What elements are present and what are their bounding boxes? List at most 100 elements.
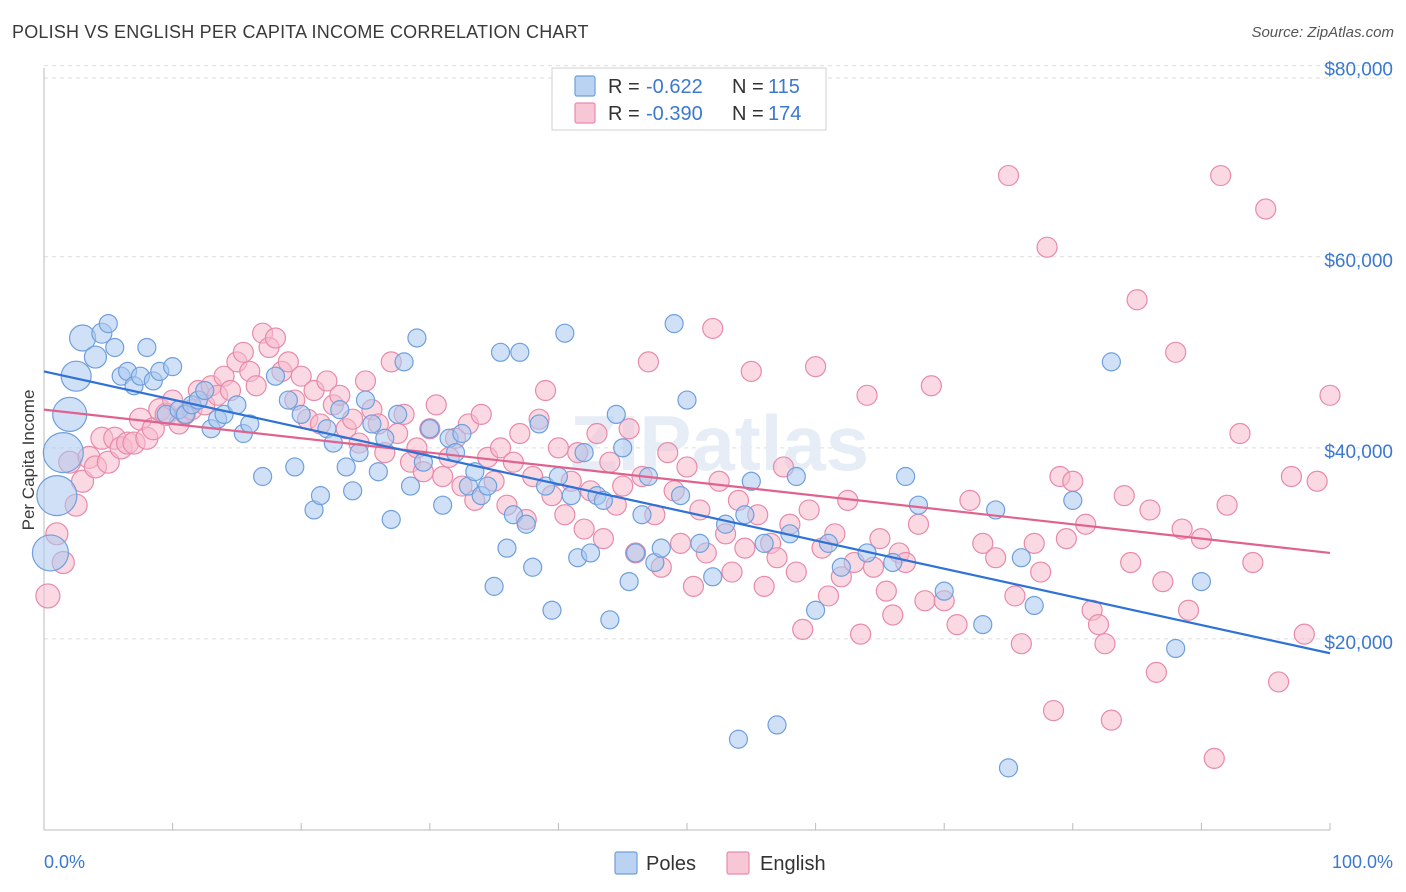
english-point-176	[1306, 470, 1328, 492]
poles-point-81	[606, 404, 626, 425]
poles-point-77	[580, 543, 601, 563]
y-axis-label: Per Capita Income	[19, 390, 38, 531]
poles-point-8	[98, 314, 118, 334]
poles-point-80	[600, 610, 620, 630]
english-point-150	[1055, 528, 1077, 550]
poles-point-0	[31, 534, 70, 572]
english-point-134	[907, 513, 930, 535]
english-point-139	[959, 489, 981, 511]
poles-point-2	[42, 432, 84, 474]
english-point-174	[1280, 465, 1303, 488]
english-point-175	[1293, 623, 1315, 645]
english-point-167	[1203, 747, 1225, 769]
poles-point-42	[349, 443, 369, 463]
english-point-141	[985, 547, 1007, 569]
poles-point-90	[670, 486, 691, 506]
english-point-151	[1062, 470, 1084, 492]
poles-point-52	[413, 452, 433, 472]
english-point-117	[792, 618, 814, 640]
english-point-162	[1152, 570, 1174, 593]
x-tick-label-0: 0.0%	[44, 852, 85, 872]
english-n-value: 174	[768, 103, 801, 125]
poles-point-51	[407, 328, 427, 348]
poles-point-84	[625, 543, 646, 563]
english-point-154	[1087, 613, 1110, 636]
poles-point-96	[735, 505, 755, 525]
poles-r-label: R =	[608, 76, 640, 98]
english-point-73	[509, 422, 531, 445]
english-point-39	[290, 365, 312, 387]
poles-point-101	[786, 466, 806, 487]
english-point-143	[1004, 585, 1026, 607]
poles-point-34	[291, 404, 311, 425]
english-point-43	[316, 370, 338, 392]
english-point-116	[785, 561, 807, 583]
poles-point-1	[36, 475, 78, 517]
english-point-157	[1113, 485, 1135, 507]
english-point-49	[354, 370, 377, 392]
poles-point-99	[767, 715, 787, 735]
english-point-136	[920, 375, 942, 397]
poles-point-9	[105, 337, 125, 358]
poles-point-109	[934, 581, 954, 601]
poles-point-53	[420, 419, 440, 439]
english-point-32	[245, 375, 267, 397]
poles-point-91	[677, 390, 697, 410]
english-point-113	[766, 547, 788, 569]
english-point-131	[882, 604, 904, 626]
poles-point-31	[265, 366, 286, 386]
english-point-173	[1267, 671, 1290, 693]
english-point-108	[734, 537, 756, 559]
english-point-144	[1010, 633, 1032, 655]
poles-point-73	[555, 323, 575, 343]
poles-point-76	[574, 443, 594, 463]
english-point-126	[850, 623, 872, 645]
poles-point-27	[227, 395, 247, 415]
english-point-127	[856, 384, 878, 406]
english-point-90	[618, 418, 640, 440]
english-point-177	[1319, 384, 1341, 406]
english-point-159	[1126, 289, 1148, 311]
poles-point-54	[433, 495, 453, 515]
poles-point-118	[1191, 571, 1212, 592]
english-r-value: -0.390	[646, 103, 703, 125]
y-tick-label-60000: $60,000	[1324, 251, 1393, 272]
english-point-172	[1255, 198, 1277, 220]
english-point-121	[817, 585, 840, 607]
english-point-89	[612, 475, 634, 497]
poles-n-label: N =	[732, 76, 764, 98]
english-point-147	[1036, 236, 1058, 258]
poles-point-36	[310, 486, 331, 506]
poles-point-98	[754, 533, 774, 553]
poles-point-43	[355, 390, 376, 410]
english-point-0	[35, 583, 61, 609]
poles-point-40	[336, 457, 356, 477]
poles-point-65	[503, 505, 523, 525]
poles-point-57	[452, 423, 472, 444]
poles-point-113	[1011, 548, 1031, 568]
english-point-163	[1165, 341, 1187, 363]
poles-point-14	[137, 337, 157, 358]
english-point-130	[875, 580, 897, 602]
poles-point-117	[1166, 638, 1186, 659]
english-point-99	[676, 456, 698, 478]
poles-point-83	[619, 571, 639, 592]
english-point-140	[972, 532, 994, 554]
english-point-93	[637, 351, 660, 373]
english-point-156	[1100, 709, 1122, 731]
poles-legend-label: Poles	[646, 853, 696, 875]
english-point-135	[914, 590, 936, 612]
english-point-37	[277, 351, 299, 373]
poles-point-108	[908, 495, 929, 515]
poles-point-71	[542, 600, 562, 620]
poles-points	[31, 314, 1212, 778]
english-point-161	[1145, 661, 1167, 683]
stats-legend-box	[551, 67, 827, 131]
english-point-118	[798, 499, 820, 521]
english-point-67	[470, 403, 492, 426]
english-r-label: R =	[608, 103, 640, 125]
poles-point-107	[896, 466, 916, 487]
english-point-158	[1120, 551, 1142, 574]
poles-point-56	[445, 443, 466, 463]
english-legend-swatch	[726, 851, 750, 875]
